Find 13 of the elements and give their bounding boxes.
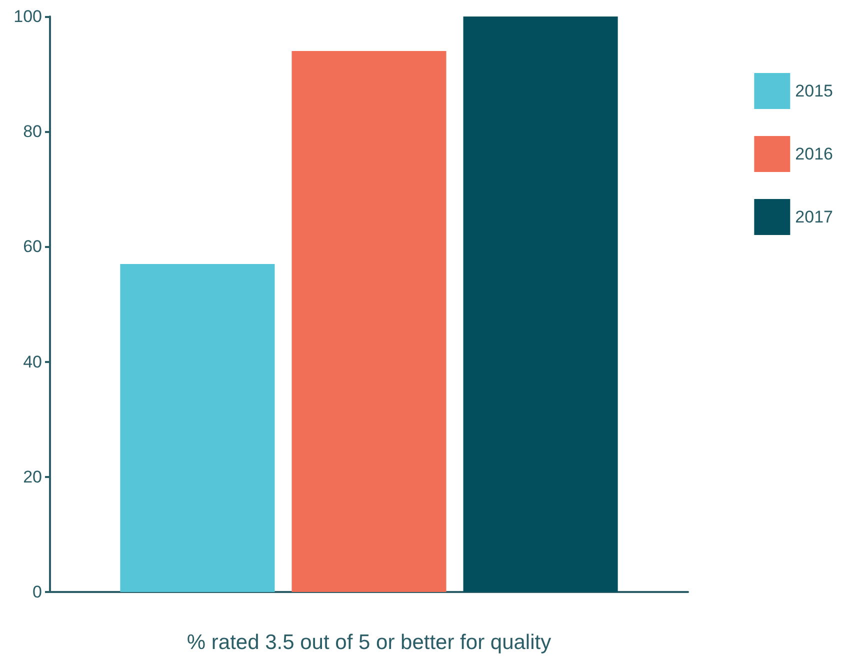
y-tick-label: 100 <box>14 7 42 26</box>
y-tick-label: 80 <box>23 122 42 142</box>
bar <box>292 51 446 592</box>
y-tick-label: 40 <box>23 352 42 372</box>
bar <box>463 16 618 592</box>
y-tick-label: 0 <box>32 582 42 602</box>
y-tick-label: 20 <box>23 467 42 486</box>
bar <box>120 264 275 592</box>
x-axis-title: % rated 3.5 out of 5 or better for quality <box>186 631 552 654</box>
legend-label: 2015 <box>795 82 834 100</box>
legend-label: 2017 <box>795 208 834 226</box>
legend-label: 2016 <box>795 144 834 164</box>
y-tick-label: 60 <box>23 237 42 256</box>
